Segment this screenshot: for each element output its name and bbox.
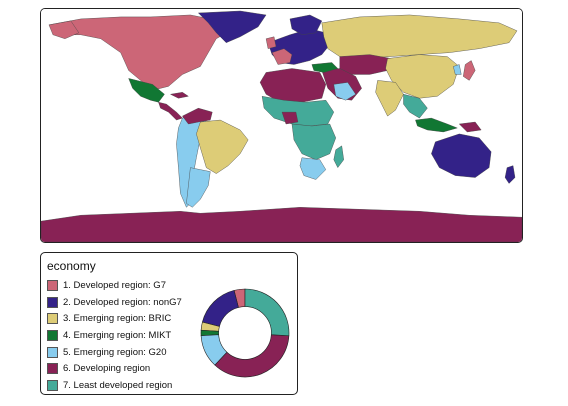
region-madagascar [333,145,344,168]
region-north-africa [259,68,327,103]
region-japan [463,60,476,81]
region-mexico [128,78,165,103]
donut-chart [200,288,290,378]
region-scandinavia [289,14,323,35]
map-panel [40,8,523,243]
legend-title: economy [47,259,96,273]
legend-item: 2. Developed region: nonG7 [47,294,182,311]
legend-label: 3. Emerging region: BRIC [63,313,172,325]
legend-swatch [47,363,58,375]
donut-slice [244,288,290,337]
legend-label: 5. Emerging region: G20 [63,346,167,358]
region-papua [459,121,482,133]
donut-slice [202,290,239,327]
legend-panel: economy 1. Developed region: G7 2. Devel… [40,252,298,395]
legend-swatch [47,279,58,291]
region-greenland [198,10,267,43]
region-south-africa [299,157,327,180]
legend-item: 6. Developing region [47,360,182,377]
region-antarctica [41,207,522,242]
region-central-asia [339,54,392,75]
legend-item: 7. Least developed region [47,377,182,394]
region-southeast-asia [403,94,428,119]
region-australia [431,133,492,178]
region-argentina [186,167,211,208]
region-china [385,54,460,99]
region-western-europe-g7 [271,48,293,65]
region-brazil [196,119,249,174]
region-nigeria [281,111,299,125]
region-korea [453,64,462,75]
legend-label: 6. Developing region [63,363,151,375]
legend-item: 3. Emerging region: BRIC [47,310,182,327]
legend-label: 4. Emerging region: MIKT [63,329,172,341]
legend-label: 7. Least developed region [63,379,173,391]
legend-label: 1. Developed region: G7 [63,279,166,291]
region-new-zealand [504,165,516,184]
legend-swatch [47,313,58,325]
legend-list: 1. Developed region: G7 2. Developed reg… [47,277,182,394]
region-turkey [311,62,338,73]
legend-swatch [47,346,58,358]
world-map [41,9,522,242]
region-saudi-arabia [333,82,356,101]
region-alaska [48,20,80,39]
region-uk [265,36,277,49]
legend-swatch [47,296,58,308]
legend-label: 2. Developed region: nonG7 [63,296,182,308]
legend-item: 1. Developed region: G7 [47,277,182,294]
region-india [375,80,404,117]
legend-item: 4. Emerging region: MIKT [47,327,182,344]
legend-swatch [47,379,58,391]
donut-slice [214,334,290,378]
region-caribbean [170,92,189,99]
region-sahel [261,96,334,127]
legend-item: 5. Emerging region: G20 [47,344,182,361]
region-north-america [48,14,231,91]
region-indonesia [415,117,458,133]
region-central-africa [291,123,336,160]
region-colombia-venezuela [182,107,213,125]
region-central-america [158,102,183,121]
legend-swatch [47,329,58,341]
region-russia [321,14,518,59]
